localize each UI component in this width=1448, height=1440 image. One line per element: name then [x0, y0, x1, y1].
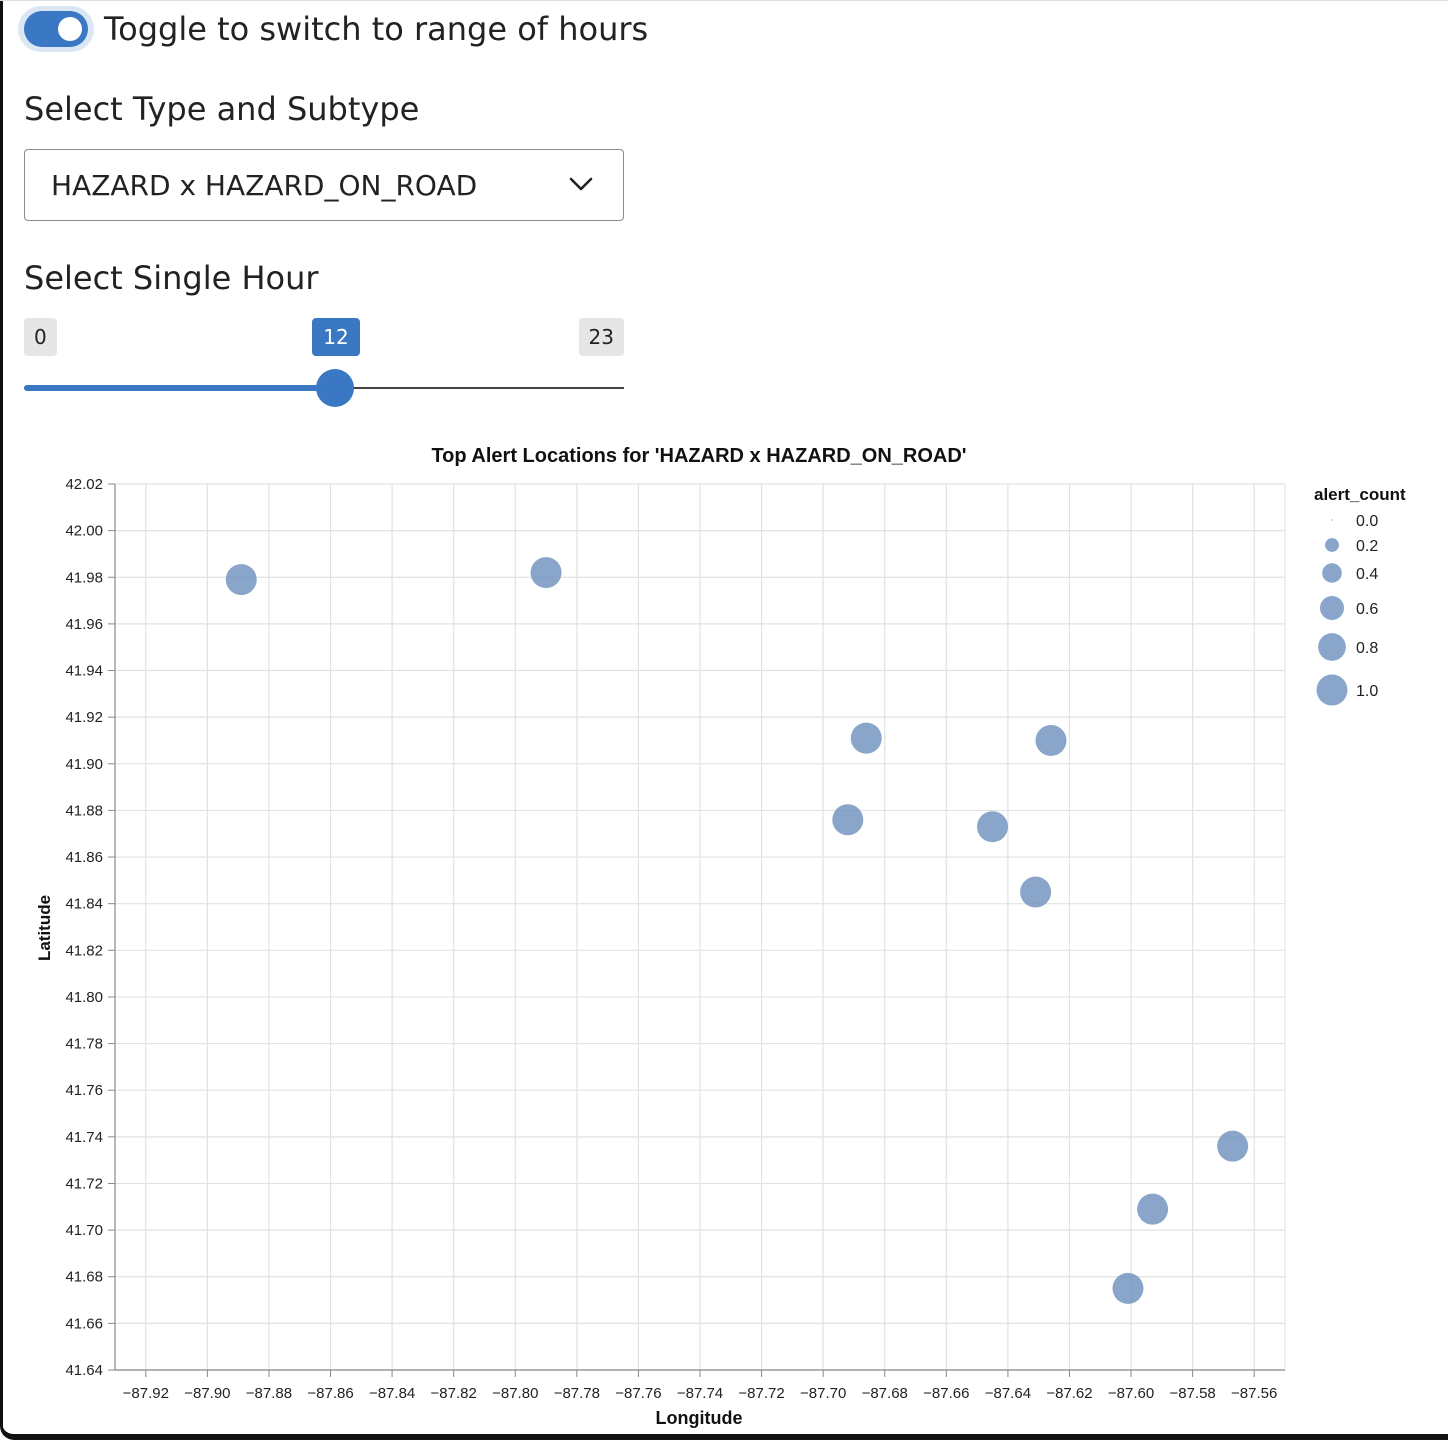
y-tick-label: 41.84	[65, 896, 103, 913]
data-point	[977, 811, 1008, 843]
x-axis-title: Longitude	[656, 1408, 743, 1428]
x-tick-label: −87.60	[1108, 1385, 1154, 1402]
data-point	[1035, 724, 1067, 756]
type-subtype-select-value: HAZARD x HAZARD_ON_ROAD	[51, 168, 478, 202]
x-tick-label: −87.80	[492, 1385, 538, 1402]
alert-scatter-chart: Top Alert Locations for 'HAZARD x HAZARD…	[35, 445, 1406, 1428]
data-point	[832, 804, 864, 836]
range-toggle-row: Toggle to switch to range of hours	[18, 6, 648, 52]
y-tick-label: 41.74	[65, 1129, 103, 1146]
y-tick-label: 41.88	[65, 802, 103, 819]
y-tick-label: 41.94	[65, 663, 103, 680]
legend-label: 0.4	[1356, 566, 1378, 583]
x-tick-label: −87.58	[1169, 1385, 1215, 1402]
slider-min-label: 0	[24, 318, 57, 356]
data-point	[225, 564, 257, 596]
x-tick-label: −87.90	[184, 1385, 230, 1402]
legend-symbol	[1319, 595, 1345, 621]
x-tick-label: −87.68	[862, 1385, 908, 1402]
data-point	[1112, 1272, 1144, 1304]
range-toggle-switch[interactable]	[18, 6, 94, 52]
toggle-knob	[58, 17, 82, 41]
legend-label: 0.2	[1356, 538, 1378, 555]
x-tick-label: −87.64	[985, 1385, 1031, 1402]
y-tick-label: 42.00	[65, 523, 103, 540]
y-tick-label: 41.80	[65, 989, 103, 1006]
x-tick-label: −87.62	[1046, 1385, 1092, 1402]
legend-symbol	[1322, 563, 1342, 583]
x-tick-label: −87.86	[307, 1385, 353, 1402]
type-subtype-select[interactable]: HAZARD x HAZARD_ON_ROAD	[24, 149, 624, 221]
x-tick-label: −87.88	[246, 1385, 292, 1402]
x-tick-label: −87.78	[554, 1385, 600, 1402]
y-tick-label: 41.86	[65, 849, 103, 866]
y-tick-label: 41.92	[65, 709, 103, 726]
x-tick-label: −87.72	[738, 1385, 784, 1402]
y-tick-label: 41.70	[65, 1222, 103, 1239]
x-tick-label: −87.84	[369, 1385, 415, 1402]
legend-symbol	[1316, 674, 1348, 706]
hour-slider-label: Select Single Hour	[24, 259, 319, 297]
y-tick-label: 41.72	[65, 1175, 103, 1192]
y-tick-label: 41.90	[65, 756, 103, 773]
y-tick-label: 41.78	[65, 1036, 103, 1053]
y-tick-label: 42.02	[65, 476, 103, 493]
y-tick-label: 41.64	[65, 1362, 103, 1379]
data-point	[850, 722, 882, 754]
type-select-label: Select Type and Subtype	[24, 90, 420, 128]
legend-label: 0.8	[1356, 640, 1378, 657]
x-tick-label: −87.66	[923, 1385, 969, 1402]
legend-title: alert_count	[1314, 485, 1406, 504]
y-tick-label: 41.68	[65, 1269, 103, 1286]
toggle-track	[24, 11, 88, 47]
top-divider	[0, 0, 1448, 7]
data-point	[1020, 876, 1052, 908]
chevron-down-icon	[569, 177, 593, 191]
chart-title: Top Alert Locations for 'HAZARD x HAZARD…	[431, 445, 966, 467]
y-tick-label: 41.98	[65, 569, 103, 586]
x-tick-label: −87.70	[800, 1385, 846, 1402]
x-tick-label: −87.74	[677, 1385, 723, 1402]
legend-symbol	[1331, 519, 1333, 521]
y-tick-label: 41.76	[65, 1082, 103, 1099]
x-tick-label: −87.92	[123, 1385, 169, 1402]
data-point	[1137, 1193, 1169, 1225]
y-tick-label: 41.82	[65, 942, 103, 959]
legend-symbol	[1318, 633, 1346, 661]
slider-current-value: 12	[312, 318, 360, 356]
y-tick-label: 41.66	[65, 1315, 103, 1332]
data-point	[1217, 1130, 1249, 1162]
slider-thumb[interactable]	[316, 369, 354, 407]
y-tick-label: 41.96	[65, 616, 103, 633]
hour-slider[interactable]: 0 12 23	[24, 318, 624, 408]
legend-label: 1.0	[1356, 683, 1378, 700]
toggle-label: Toggle to switch to range of hours	[104, 10, 649, 48]
slider-fill	[24, 385, 336, 391]
x-tick-label: −87.76	[615, 1385, 661, 1402]
y-axis-title: Latitude	[35, 895, 54, 961]
data-point	[530, 557, 562, 589]
x-tick-label: −87.56	[1231, 1385, 1277, 1402]
legend-label: 0.6	[1356, 601, 1378, 618]
legend-label: 0.0	[1356, 513, 1378, 530]
x-tick-label: −87.82	[431, 1385, 477, 1402]
slider-max-label: 23	[578, 318, 624, 356]
legend-symbol	[1325, 538, 1339, 552]
